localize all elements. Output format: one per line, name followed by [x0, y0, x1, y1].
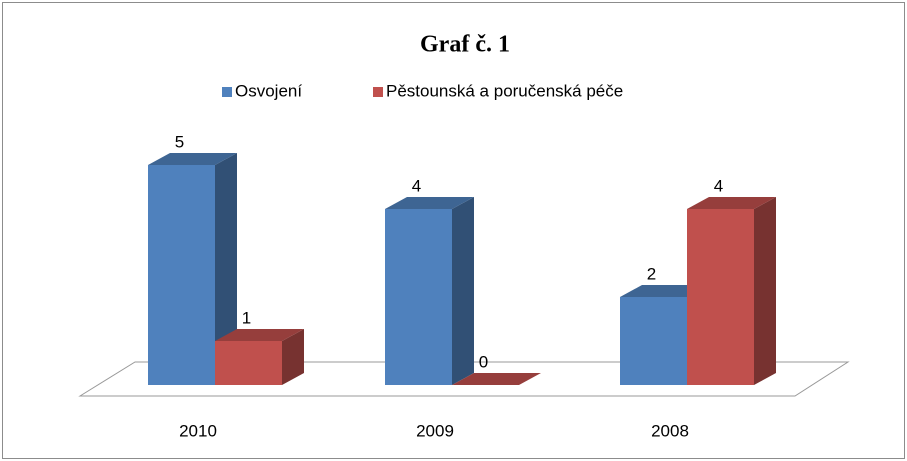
chart-title: Graf č. 1 — [420, 32, 510, 58]
bar-front — [687, 209, 754, 385]
bar-top — [385, 197, 474, 209]
bar-side — [452, 197, 474, 385]
data-label: 4 — [714, 176, 723, 195]
bar-top — [148, 153, 237, 165]
data-label: 0 — [479, 352, 488, 371]
legend-label: Pěstounská a poručenská péče — [386, 81, 623, 100]
data-label: 2 — [647, 264, 656, 283]
data-label: 4 — [412, 176, 421, 195]
bar-side — [282, 329, 304, 385]
x-tick-label: 2010 — [179, 421, 217, 440]
bar-side — [215, 153, 237, 385]
bar-top — [620, 285, 709, 297]
bar-top — [215, 329, 304, 341]
data-label: 1 — [242, 308, 251, 327]
legend-swatch — [373, 87, 383, 97]
bar-front — [385, 209, 452, 385]
bar-front — [620, 297, 687, 385]
bar-front — [215, 341, 282, 385]
bar-top — [687, 197, 776, 209]
data-label: 5 — [175, 132, 184, 151]
x-tick-label: 2008 — [651, 421, 689, 440]
bar-front — [148, 165, 215, 385]
legend-swatch — [222, 87, 232, 97]
bar-side — [754, 197, 776, 385]
bar-top — [452, 373, 541, 385]
legend-label: Osvojení — [235, 81, 302, 100]
x-tick-label: 2009 — [416, 421, 454, 440]
